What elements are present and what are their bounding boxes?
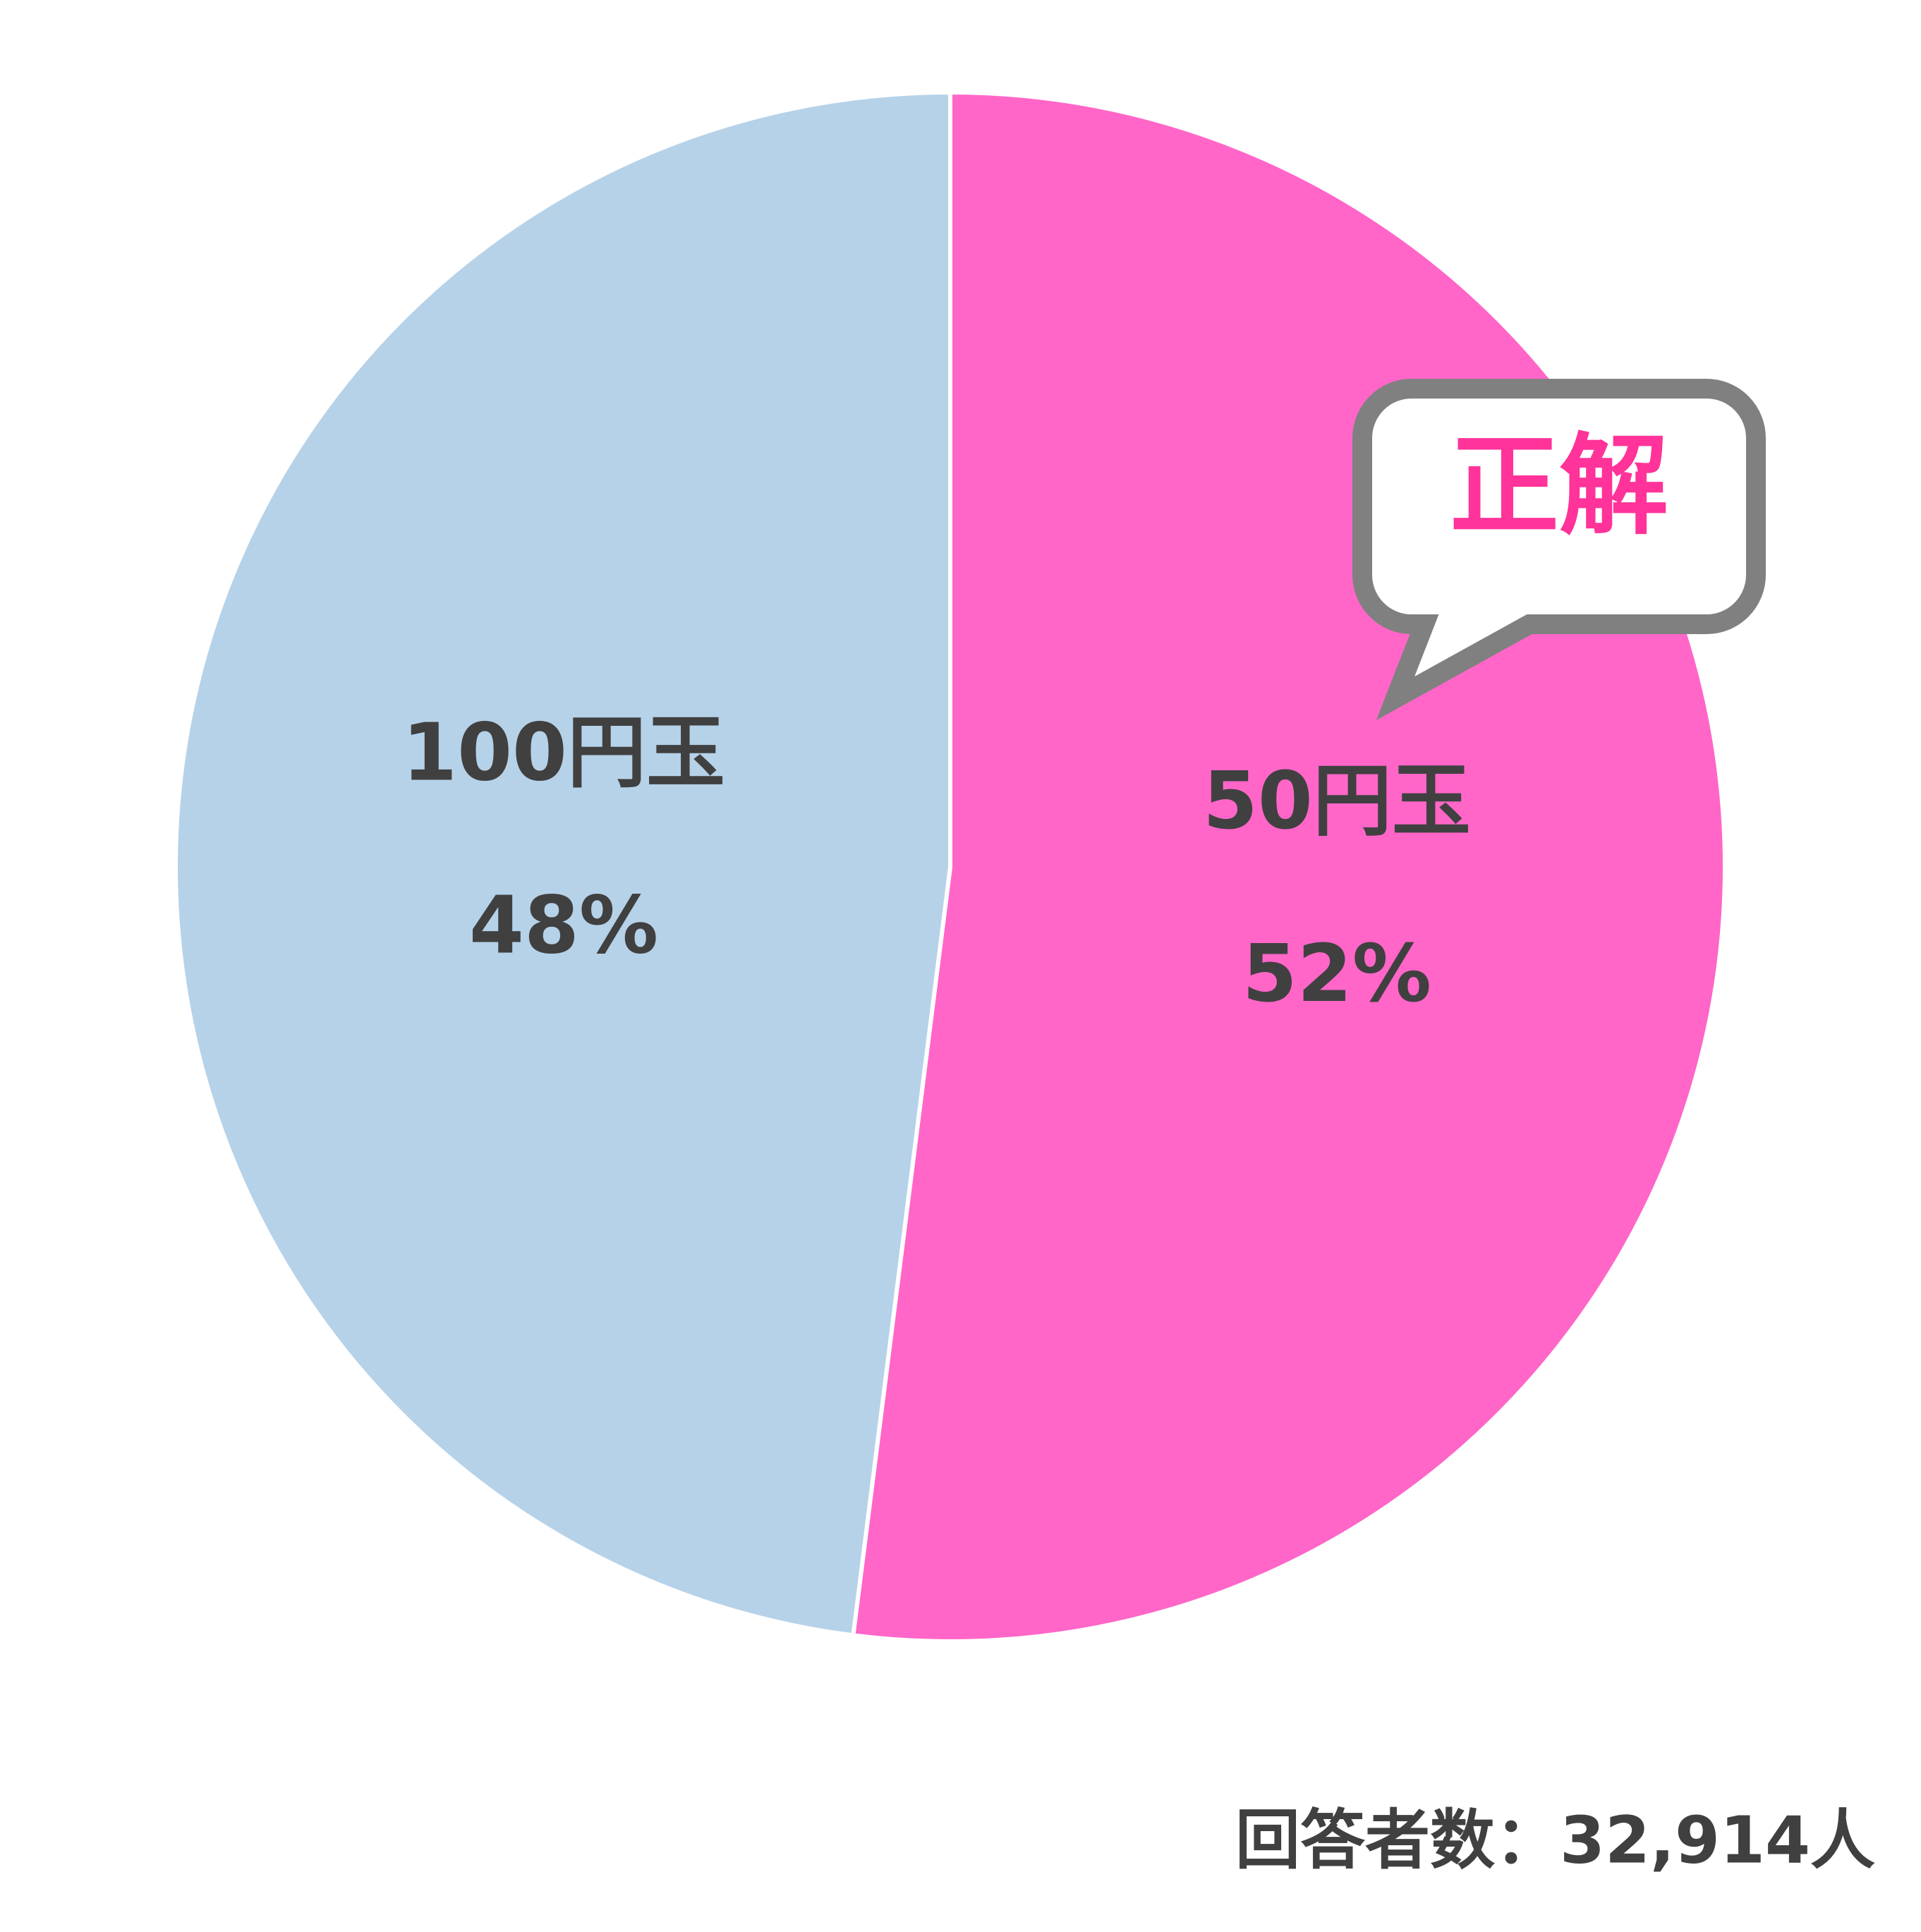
- slice-labels: 50円玉 52% 100円玉 48%: [402, 707, 1471, 1020]
- category-label: 100円玉: [402, 707, 725, 798]
- value-label: 48%: [469, 880, 658, 971]
- category-label: 50円玉: [1203, 755, 1471, 847]
- callout-bubble: [1352, 379, 1766, 720]
- pie-slice: [174, 90, 952, 1638]
- callout: 正解: [1352, 379, 1766, 720]
- value-label: 52%: [1242, 928, 1431, 1020]
- footnote: 回答者数：32,914人: [1235, 1802, 1875, 1878]
- callout-text: 正解: [1450, 422, 1668, 549]
- pie: [174, 90, 1727, 1644]
- pie-slice: [851, 90, 1727, 1644]
